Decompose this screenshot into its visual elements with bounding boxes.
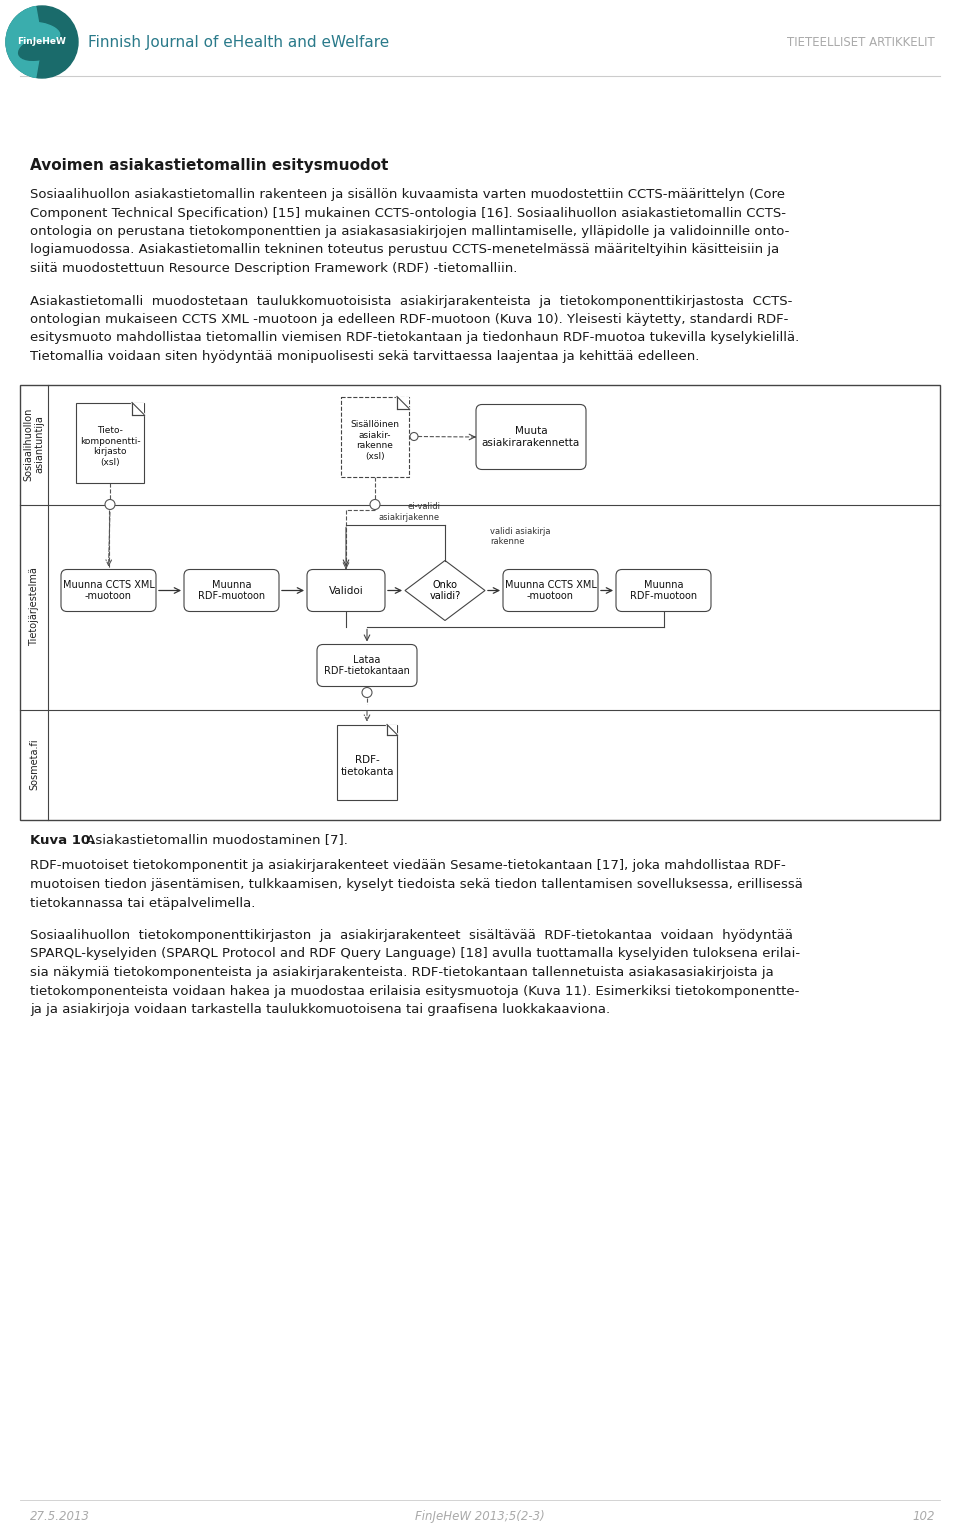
Text: Sosiaalihuollon
asiantuntija: Sosiaalihuollon asiantuntija <box>23 408 45 482</box>
Text: Sosiaalihuollon asiakastietomallin rakenteen ja sisällön kuvaamista varten muodo: Sosiaalihuollon asiakastietomallin raken… <box>30 189 785 201</box>
Text: Onko
validi?: Onko validi? <box>429 580 461 601</box>
Polygon shape <box>405 560 485 620</box>
Text: Tietojärjestelmä: Tietojärjestelmä <box>29 568 39 646</box>
Text: tietokannassa tai etäpalvelimella.: tietokannassa tai etäpalvelimella. <box>30 896 255 910</box>
Text: logiamuodossa. Asiakastietomallin tekninen toteutus perustuu CCTS-menetelmässä m: logiamuodossa. Asiakastietomallin teknin… <box>30 244 780 256</box>
Text: ontologia on perustana tietokomponenttien ja asiakasasiakirjojen mallintamiselle: ontologia on perustana tietokomponenttie… <box>30 225 789 238</box>
Text: Muunna CCTS XML
-muotoon: Muunna CCTS XML -muotoon <box>505 580 596 601</box>
Text: validi asiakirja
rakenne: validi asiakirja rakenne <box>490 526 550 546</box>
Text: FinJeHeW 2013;5(2-3): FinJeHeW 2013;5(2-3) <box>415 1509 545 1523</box>
Text: siitä muodostettuun Resource Description Framework (RDF) -tietomalliin.: siitä muodostettuun Resource Description… <box>30 262 517 275</box>
Text: Kuva 10.: Kuva 10. <box>30 833 95 847</box>
Circle shape <box>362 687 372 698</box>
Circle shape <box>105 500 115 509</box>
Text: SPARQL-kyselyiden (SPARQL Protocol and RDF Query Language) [18] avulla tuottamal: SPARQL-kyselyiden (SPARQL Protocol and R… <box>30 948 800 960</box>
Bar <box>20 385 940 819</box>
Text: Component Technical Specification) [15] mukainen CCTS-ontologia [16]. Sosiaalihu: Component Technical Specification) [15] … <box>30 207 786 219</box>
Text: FinJeHeW: FinJeHeW <box>17 37 66 46</box>
Text: Avoimen asiakastietomallin esitysmuodot: Avoimen asiakastietomallin esitysmuodot <box>30 158 389 173</box>
Text: ei-validi
asiakirjakenne: ei-validi asiakirjakenne <box>379 502 440 522</box>
Circle shape <box>6 6 78 78</box>
Text: Asiakastietomalli  muodostetaan  taulukkomuotoisista  asiakirjarakenteista  ja  : Asiakastietomalli muodostetaan taulukkom… <box>30 295 792 307</box>
Text: muotoisen tiedon jäsentämisen, tulkkaamisen, kyselyt tiedoista sekä tiedon talle: muotoisen tiedon jäsentämisen, tulkkaami… <box>30 877 803 891</box>
Text: Asiakastietomallin muodostaminen [7].: Asiakastietomallin muodostaminen [7]. <box>82 833 348 847</box>
Polygon shape <box>132 402 144 414</box>
Text: sia näkymiä tietokomponenteista ja asiakirjarakenteista. RDF-tietokantaan tallen: sia näkymiä tietokomponenteista ja asiak… <box>30 966 774 979</box>
Text: tietokomponenteista voidaan hakea ja muodostaa erilaisia esitysmuotoja (Kuva 11): tietokomponenteista voidaan hakea ja muo… <box>30 985 800 997</box>
Text: Finnish Journal of eHealth and eWelfare: Finnish Journal of eHealth and eWelfare <box>88 34 389 49</box>
Bar <box>341 396 409 477</box>
Text: Muunna
RDF-muotoon: Muunna RDF-muotoon <box>630 580 697 601</box>
Text: Muunna CCTS XML
-muotoon: Muunna CCTS XML -muotoon <box>62 580 155 601</box>
Text: 102: 102 <box>913 1509 935 1523</box>
FancyBboxPatch shape <box>307 569 385 612</box>
Wedge shape <box>6 6 42 77</box>
Text: 27.5.2013: 27.5.2013 <box>30 1509 90 1523</box>
Text: Sosmeta.fi: Sosmeta.fi <box>29 739 39 790</box>
FancyBboxPatch shape <box>184 569 279 612</box>
Polygon shape <box>397 396 409 408</box>
Text: Validoi: Validoi <box>328 586 364 595</box>
Bar <box>337 724 397 799</box>
Polygon shape <box>387 724 397 735</box>
Text: Tieto-
komponentti-
kirjasto
(xsl): Tieto- komponentti- kirjasto (xsl) <box>80 426 140 466</box>
Text: Muuta
asiakirarakennetta: Muuta asiakirarakennetta <box>482 426 580 448</box>
Text: RDF-
tietokanta: RDF- tietokanta <box>340 755 394 776</box>
Text: Sisällöinen
asiakir-
rakenne
(xsl): Sisällöinen asiakir- rakenne (xsl) <box>350 420 399 460</box>
Text: esitysmuoto mahdollistaa tietomallin viemisen RDF-tietokantaan ja tiedonhaun RDF: esitysmuoto mahdollistaa tietomallin vie… <box>30 331 800 345</box>
Text: Muunna
RDF-muotoon: Muunna RDF-muotoon <box>198 580 265 601</box>
Circle shape <box>410 433 418 440</box>
Text: ja ja asiakirjoja voidaan tarkastella taulukkomuotoisena tai graafisena luokkaka: ja ja asiakirjoja voidaan tarkastella ta… <box>30 1003 611 1016</box>
FancyBboxPatch shape <box>503 569 598 612</box>
FancyBboxPatch shape <box>317 644 417 687</box>
Bar <box>76 402 144 483</box>
Ellipse shape <box>18 35 65 60</box>
FancyBboxPatch shape <box>616 569 711 612</box>
FancyBboxPatch shape <box>476 405 586 469</box>
Text: Lataa
RDF-tietokantaan: Lataa RDF-tietokantaan <box>324 655 410 676</box>
Text: Tietomallia voidaan siten hyödyntää monipuolisesti sekä tarvittaessa laajentaa j: Tietomallia voidaan siten hyödyntää moni… <box>30 350 700 364</box>
FancyBboxPatch shape <box>61 569 156 612</box>
Circle shape <box>370 500 380 509</box>
Text: Sosiaalihuollon  tietokomponenttikirjaston  ja  asiakirjarakenteet  sisältävää  : Sosiaalihuollon tietokomponenttikirjasto… <box>30 930 793 942</box>
Ellipse shape <box>20 23 60 41</box>
Text: TIETEELLISET ARTIKKELIT: TIETEELLISET ARTIKKELIT <box>787 35 935 49</box>
Text: RDF-muotoiset tietokomponentit ja asiakirjarakenteet viedään Sesame-tietokantaan: RDF-muotoiset tietokomponentit ja asiaki… <box>30 859 785 873</box>
Text: ontologian mukaiseen CCTS XML -muotoon ja edelleen RDF-muotoon (Kuva 10). Yleise: ontologian mukaiseen CCTS XML -muotoon j… <box>30 313 788 327</box>
